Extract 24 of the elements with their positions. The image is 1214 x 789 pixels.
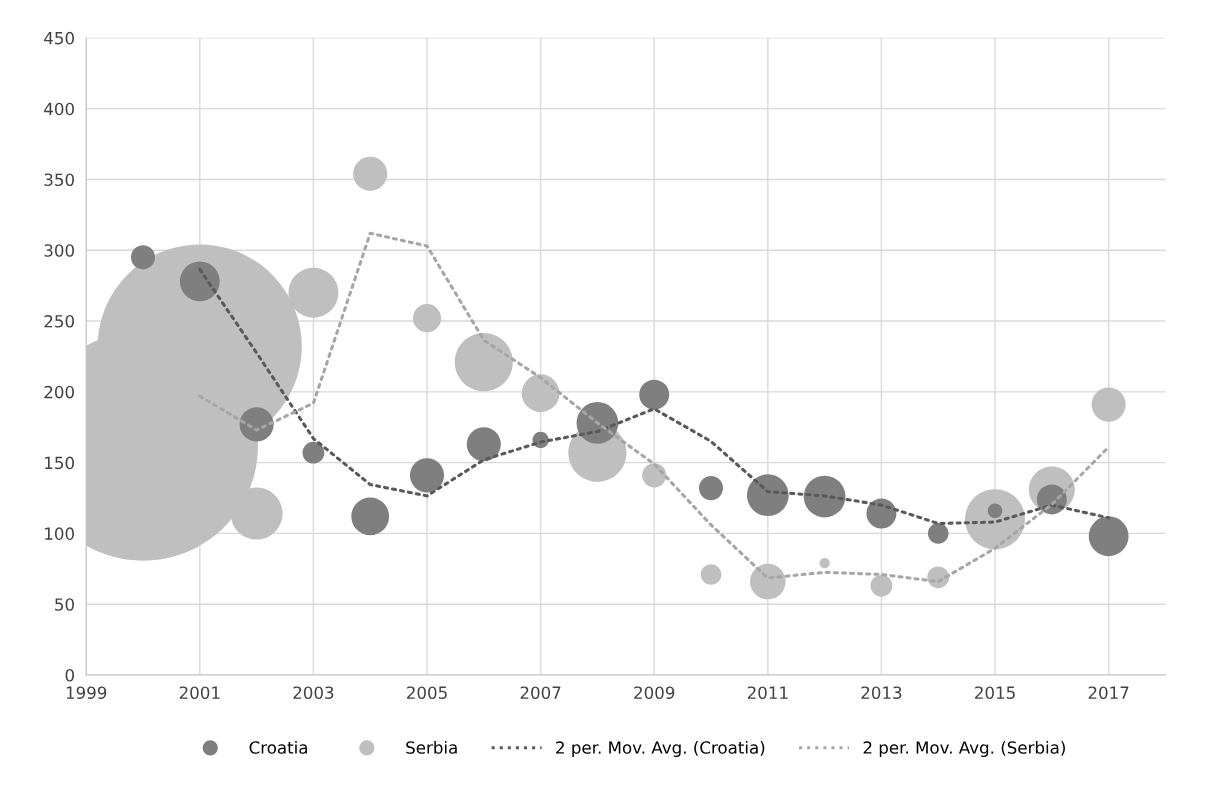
- y-tick-label: 250: [44, 315, 74, 328]
- x-tick-label: 2007: [520, 686, 561, 699]
- x-tick-label: 2005: [407, 686, 447, 699]
- x-tick-label: 2015: [975, 686, 1015, 699]
- legend-label: Croatia: [249, 740, 307, 754]
- x-tick-label: 1999: [66, 686, 107, 699]
- x-tick-label: 2013: [861, 686, 902, 699]
- y-tick-label: 400: [44, 102, 74, 116]
- y-tick-label: 300: [44, 244, 74, 257]
- legend-label: Serbia: [406, 740, 457, 754]
- y-tick-label: 200: [44, 385, 74, 399]
- y-tick-label: 450: [44, 31, 74, 45]
- legend-label: 2 per. Mov. Avg. (Croatia): [556, 740, 765, 758]
- x-tick-label: 2001: [179, 686, 220, 699]
- x-tick-label: 2003: [293, 686, 334, 699]
- x-tick-label: 2009: [634, 686, 675, 699]
- x-tick-label: 2011: [747, 686, 788, 699]
- y-tick-label: 0: [65, 668, 74, 682]
- legend-label: 2 per. Mov. Avg. (Serbia): [863, 740, 1065, 758]
- x-tick-label: 2017: [1088, 686, 1129, 699]
- y-tick-label: 150: [45, 456, 74, 470]
- y-tick-label: 350: [44, 173, 74, 187]
- y-tick-label: 100: [45, 527, 74, 540]
- y-tick-label: 50: [55, 598, 74, 611]
